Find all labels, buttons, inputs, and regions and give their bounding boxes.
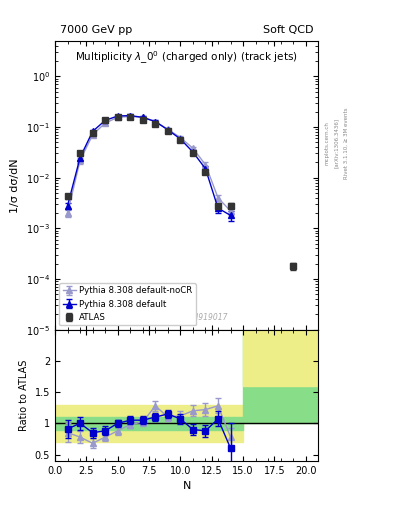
Bar <box>55 404 243 442</box>
Text: Soft QCD: Soft QCD <box>263 25 313 35</box>
Y-axis label: Ratio to ATLAS: Ratio to ATLAS <box>19 359 29 431</box>
Text: Rivet 3.1.10, ≥ 3M events: Rivet 3.1.10, ≥ 3M events <box>344 108 349 179</box>
Legend: Pythia 8.308 default-noCR, Pythia 8.308 default, ATLAS: Pythia 8.308 default-noCR, Pythia 8.308 … <box>59 283 196 325</box>
Text: 7000 GeV pp: 7000 GeV pp <box>60 25 132 35</box>
Text: mcplots.cern.ch: mcplots.cern.ch <box>324 121 329 165</box>
Bar <box>243 330 318 423</box>
Text: [arXiv:1306.3436]: [arXiv:1306.3436] <box>334 118 339 168</box>
Text: Multiplicity $\lambda\_0^0$ (charged only) (track jets): Multiplicity $\lambda\_0^0$ (charged onl… <box>75 50 298 66</box>
Bar <box>243 330 318 386</box>
Text: ATLAS_2011_I919017: ATLAS_2011_I919017 <box>145 312 228 321</box>
Bar <box>55 417 243 430</box>
Y-axis label: 1/σ dσ/dN: 1/σ dσ/dN <box>10 158 20 212</box>
X-axis label: N: N <box>182 481 191 491</box>
